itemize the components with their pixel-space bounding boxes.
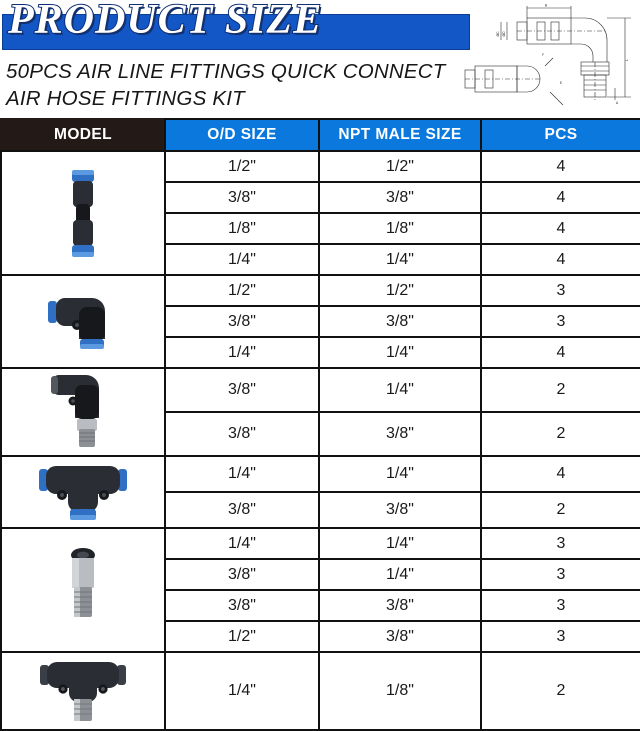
cell-pcs: 3 (480, 558, 640, 591)
cell-npt-male-size: 3/8" (318, 305, 482, 338)
cell-npt-male-size: 3/8" (318, 181, 482, 214)
table-row: 1/2" 1/2" 3 (0, 274, 640, 369)
table-row: 1/2" 1/2" 4 (0, 150, 640, 276)
union-tee-fitting (2, 457, 164, 527)
cell-npt-male-size: 1/8" (318, 651, 482, 731)
svg-text:A: A (616, 101, 619, 105)
male-branch-tee-fitting (2, 653, 164, 729)
cell-pcs: 2 (480, 651, 640, 731)
svg-text:ØD: ØD (502, 31, 506, 37)
table-row: 3/8" 3/8" 4 (1, 181, 640, 214)
column-header-pcs: PCS (480, 118, 640, 152)
table-row: 3/8" 3/8" 3 (1, 305, 640, 338)
table-row: 3/8" 3/8" 2 (1, 411, 640, 457)
product-size-table: MODEL O/D SIZE NPT MALE SIZE PCS 1/2" 1/2… (0, 118, 640, 731)
cell-od-size: 1/8" (164, 212, 320, 245)
male-straight-connector-fitting (2, 529, 164, 651)
table-row: 1/4" 1/4" 3 (0, 527, 640, 653)
table-row: 3/8" 3/8" 3 (1, 589, 640, 622)
table-row: 1/4" 1/4" 4 (0, 455, 640, 529)
cell-npt-male-size: 1/8" (318, 212, 482, 245)
cell-pcs: 4 (480, 455, 640, 493)
cell-pcs: 3 (480, 274, 640, 307)
elbow-fitting-technical-drawing: B ØD ØC L A E F (464, 4, 631, 106)
straight-union-fitting (2, 152, 164, 274)
cell-od-size: 3/8" (164, 589, 320, 622)
cell-npt-male-size: 3/8" (318, 491, 482, 529)
table-row: 3/8" 1/4" 2 (0, 367, 640, 457)
cell-od-size: 1/2" (164, 274, 320, 307)
model-cell (0, 455, 166, 529)
column-header-od-size: O/D SIZE (164, 118, 320, 152)
svg-text:B: B (545, 4, 548, 8)
cell-pcs: 3 (480, 620, 640, 653)
cell-npt-male-size: 1/4" (318, 367, 482, 413)
cell-od-size: 1/2" (164, 150, 320, 183)
title-banner-bar (2, 14, 470, 50)
cell-od-size: 1/4" (164, 455, 320, 493)
page-title: PRODUCT SIZE (7, 0, 323, 44)
cell-od-size: 1/4" (164, 527, 320, 560)
svg-text:F: F (542, 53, 544, 57)
cell-pcs: 4 (480, 150, 640, 183)
cell-npt-male-size: 1/4" (318, 455, 482, 493)
cell-pcs: 4 (480, 181, 640, 214)
cell-od-size: 3/8" (164, 305, 320, 338)
cell-npt-male-size: 1/4" (318, 558, 482, 591)
svg-text:L: L (625, 59, 629, 61)
cell-pcs: 4 (480, 212, 640, 245)
table-row: 1/4" 1/4" 4 (1, 243, 640, 276)
page-subtitle: 50PCS AIR LINE FITTINGS QUICK CONNECT AI… (6, 60, 446, 110)
table-row: 1/4" 1/4" 4 (1, 336, 640, 369)
page-header: PRODUCT SIZE 50PCS AIR LINE FITTINGS QUI… (0, 0, 640, 118)
cell-npt-male-size: 1/4" (318, 243, 482, 276)
cell-od-size: 3/8" (164, 367, 320, 413)
table-row: 3/8" 1/4" 3 (1, 558, 640, 591)
cell-od-size: 1/4" (164, 243, 320, 276)
cell-od-size: 3/8" (164, 411, 320, 457)
cell-npt-male-size: 3/8" (318, 620, 482, 653)
cell-od-size: 1/4" (164, 336, 320, 369)
cell-npt-male-size: 3/8" (318, 589, 482, 622)
svg-text:E: E (560, 81, 563, 85)
table-header: MODEL O/D SIZE NPT MALE SIZE PCS (0, 118, 640, 152)
cell-od-size: 3/8" (164, 558, 320, 591)
cell-npt-male-size: 1/2" (318, 150, 482, 183)
cell-pcs: 3 (480, 527, 640, 560)
table-row: 1/4" 1/8" 2 (0, 651, 640, 731)
cell-npt-male-size: 1/2" (318, 274, 482, 307)
title-banner: PRODUCT SIZE (0, 0, 470, 58)
cell-pcs: 2 (480, 367, 640, 413)
cell-pcs: 3 (480, 589, 640, 622)
cell-pcs: 4 (480, 336, 640, 369)
column-header-npt-male-size: NPT MALE SIZE (318, 118, 482, 152)
model-cell (0, 150, 166, 276)
cell-pcs: 2 (480, 411, 640, 457)
cell-od-size: 3/8" (164, 181, 320, 214)
model-cell (0, 527, 166, 653)
table-row: 1/8" 1/8" 4 (1, 212, 640, 245)
model-cell (0, 274, 166, 369)
cell-npt-male-size: 1/4" (318, 336, 482, 369)
cell-pcs: 2 (480, 491, 640, 529)
male-elbow-fitting (2, 369, 164, 455)
cell-od-size: 3/8" (164, 491, 320, 529)
union-elbow-fitting (2, 276, 164, 367)
table-row: 3/8" 3/8" 2 (1, 491, 640, 529)
model-cell (0, 651, 166, 731)
model-cell (0, 367, 166, 457)
cell-pcs: 4 (480, 243, 640, 276)
cell-npt-male-size: 3/8" (318, 411, 482, 457)
cell-npt-male-size: 1/4" (318, 527, 482, 560)
table-header-row: MODEL O/D SIZE NPT MALE SIZE PCS (0, 118, 640, 152)
cell-od-size: 1/4" (164, 651, 320, 731)
column-header-model: MODEL (0, 118, 166, 152)
table-body: 1/2" 1/2" 4 3/8" 3/8" 4 1/8" 1/8" 4 1/4" 1/4" 4 1/2"… (0, 150, 640, 731)
cell-od-size: 1/2" (164, 620, 320, 653)
cell-pcs: 3 (480, 305, 640, 338)
svg-text:ØC: ØC (496, 31, 500, 37)
